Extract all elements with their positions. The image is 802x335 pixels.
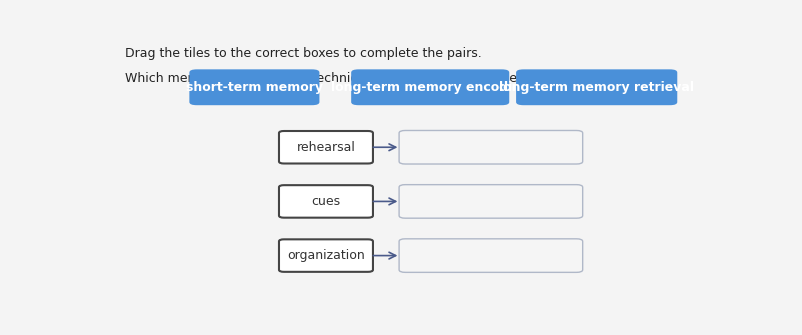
FancyBboxPatch shape bbox=[278, 131, 372, 163]
FancyBboxPatch shape bbox=[399, 239, 582, 272]
FancyBboxPatch shape bbox=[189, 69, 319, 105]
Text: Which memory improvement techniques function at each level of memory?: Which memory improvement techniques func… bbox=[125, 72, 599, 85]
Text: rehearsal: rehearsal bbox=[296, 141, 355, 154]
FancyBboxPatch shape bbox=[399, 185, 582, 218]
FancyBboxPatch shape bbox=[399, 130, 582, 164]
Text: long-term memory encoding: long-term memory encoding bbox=[330, 81, 529, 94]
FancyBboxPatch shape bbox=[278, 185, 372, 218]
Text: cues: cues bbox=[311, 195, 340, 208]
Text: short-term memory: short-term memory bbox=[186, 81, 322, 94]
Text: Drag the tiles to the correct boxes to complete the pairs.: Drag the tiles to the correct boxes to c… bbox=[125, 47, 481, 60]
Text: organization: organization bbox=[287, 249, 364, 262]
FancyBboxPatch shape bbox=[278, 239, 372, 272]
Text: long-term memory retrieval: long-term memory retrieval bbox=[499, 81, 693, 94]
FancyBboxPatch shape bbox=[516, 69, 676, 105]
FancyBboxPatch shape bbox=[350, 69, 508, 105]
